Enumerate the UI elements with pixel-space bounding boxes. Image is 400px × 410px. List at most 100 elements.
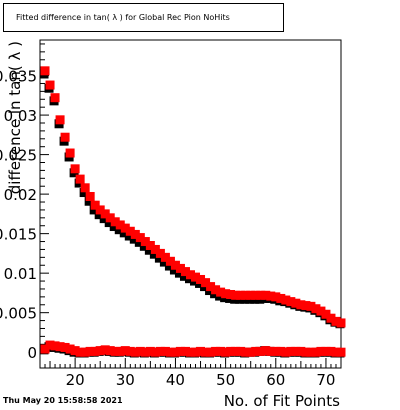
red-point bbox=[70, 346, 80, 356]
red-point bbox=[85, 346, 95, 356]
red-point bbox=[301, 347, 311, 357]
red-point bbox=[145, 346, 155, 356]
black-point bbox=[129, 234, 139, 244]
red-point bbox=[90, 200, 100, 210]
red-point bbox=[105, 346, 115, 356]
red-point bbox=[155, 248, 165, 258]
black-point bbox=[109, 222, 119, 232]
red-point bbox=[55, 115, 65, 125]
red-point bbox=[155, 346, 165, 356]
red-point bbox=[201, 347, 211, 357]
red-point bbox=[266, 346, 276, 356]
red-point bbox=[115, 346, 125, 356]
red-point bbox=[95, 205, 105, 215]
red-point bbox=[241, 347, 251, 357]
red-point bbox=[236, 346, 246, 356]
black-point bbox=[159, 257, 169, 267]
red-point bbox=[180, 267, 190, 277]
chart-title: Fitted difference in tan( λ ) for Global… bbox=[16, 13, 230, 22]
red-point bbox=[321, 309, 331, 319]
red-point bbox=[40, 66, 50, 76]
red-point bbox=[241, 290, 251, 300]
red-point bbox=[45, 80, 55, 90]
red-point bbox=[135, 233, 145, 243]
red-point bbox=[261, 346, 271, 356]
y-tick-label: 0 bbox=[27, 344, 37, 362]
red-point bbox=[135, 346, 145, 356]
red-point bbox=[100, 209, 110, 219]
red-point bbox=[221, 347, 231, 357]
red-point bbox=[130, 229, 140, 239]
red-point bbox=[226, 289, 236, 299]
red-point bbox=[311, 304, 321, 314]
red-point bbox=[140, 237, 150, 247]
red-point bbox=[165, 347, 175, 357]
red-point bbox=[211, 285, 221, 295]
black-point bbox=[139, 241, 149, 251]
red-point bbox=[316, 306, 326, 316]
x-axis-label: No. of Fit Points bbox=[224, 392, 340, 410]
red-point bbox=[296, 346, 306, 356]
red-point bbox=[276, 346, 286, 356]
red-point bbox=[336, 318, 346, 328]
black-point bbox=[84, 196, 94, 206]
red-point bbox=[331, 316, 341, 326]
x-tick-label: 60 bbox=[266, 371, 285, 389]
red-point bbox=[251, 346, 261, 356]
red-point bbox=[196, 346, 206, 356]
red-point bbox=[226, 346, 236, 356]
black-point bbox=[174, 268, 184, 278]
red-point bbox=[246, 347, 256, 357]
red-point bbox=[160, 346, 170, 356]
black-point bbox=[104, 218, 114, 228]
y-tick-label: 0.02 bbox=[4, 186, 37, 204]
red-point bbox=[120, 223, 130, 233]
red-point bbox=[186, 270, 195, 280]
red-point bbox=[110, 217, 120, 227]
red-point bbox=[281, 295, 291, 305]
red-point bbox=[191, 272, 201, 282]
x-tick-label: 20 bbox=[66, 371, 85, 389]
black-point bbox=[99, 214, 109, 224]
red-point bbox=[306, 347, 316, 357]
red-point bbox=[266, 291, 276, 301]
red-point bbox=[261, 290, 271, 300]
black-point bbox=[124, 231, 134, 241]
red-point bbox=[251, 290, 261, 300]
x-tick-label: 40 bbox=[166, 371, 185, 389]
red-point bbox=[331, 347, 341, 357]
red-point bbox=[100, 345, 110, 355]
x-tick-label: 50 bbox=[216, 371, 235, 389]
red-point bbox=[140, 347, 150, 357]
red-point bbox=[206, 282, 216, 292]
red-point bbox=[50, 93, 60, 103]
red-point bbox=[95, 346, 105, 356]
black-point bbox=[114, 225, 124, 235]
red-point bbox=[286, 297, 296, 307]
red-point bbox=[221, 289, 231, 299]
y-tick-label: 0.035 bbox=[0, 68, 37, 86]
red-point bbox=[231, 346, 241, 356]
red-point bbox=[50, 341, 60, 351]
red-point bbox=[105, 213, 115, 223]
red-point bbox=[231, 290, 241, 300]
red-point bbox=[65, 148, 75, 158]
black-point bbox=[179, 271, 189, 281]
red-point bbox=[211, 346, 221, 356]
black-point bbox=[144, 245, 154, 255]
red-point bbox=[75, 347, 85, 357]
red-point bbox=[216, 346, 226, 356]
x-tick-label: 30 bbox=[116, 371, 135, 389]
red-point bbox=[40, 344, 50, 354]
red-point bbox=[175, 346, 185, 356]
red-point bbox=[336, 347, 346, 357]
red-point bbox=[256, 346, 266, 356]
red-point bbox=[60, 132, 70, 142]
black-point bbox=[94, 210, 104, 220]
red-point bbox=[326, 313, 336, 323]
red-point bbox=[316, 346, 326, 356]
red-point bbox=[291, 298, 301, 308]
red-point bbox=[311, 347, 321, 357]
red-point bbox=[115, 220, 125, 230]
y-tick-label: 0.03 bbox=[4, 107, 37, 125]
